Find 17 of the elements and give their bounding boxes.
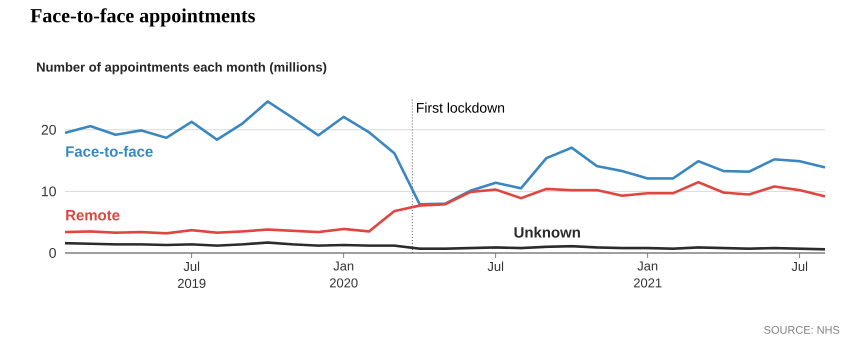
x-tick-label: Jul	[488, 262, 504, 272]
x-tick-label: Jan 2020	[330, 262, 358, 288]
x-tick-label: Jul 2019	[178, 262, 206, 288]
y-tick-label: 10	[42, 186, 56, 196]
x-tick-label: Jul	[792, 262, 808, 272]
series-label: Unknown	[514, 226, 580, 238]
series-label: Face-to-face	[66, 146, 153, 157]
line-series	[64, 241, 826, 251]
y-tick-label: 0	[49, 248, 56, 258]
source-note: SOURCE: NHS	[764, 326, 840, 334]
y-axis-title: Number of appointments each month (millions)	[37, 62, 326, 74]
y-tick-label: 20	[42, 124, 56, 135]
chart-title: Face-to-face appointments	[30, 8, 255, 26]
ref-line-label: First lockdown	[416, 102, 504, 113]
line-series	[64, 100, 826, 206]
x-tick-label: Jan 2021	[634, 262, 662, 288]
series-label: Remote	[66, 210, 120, 220]
